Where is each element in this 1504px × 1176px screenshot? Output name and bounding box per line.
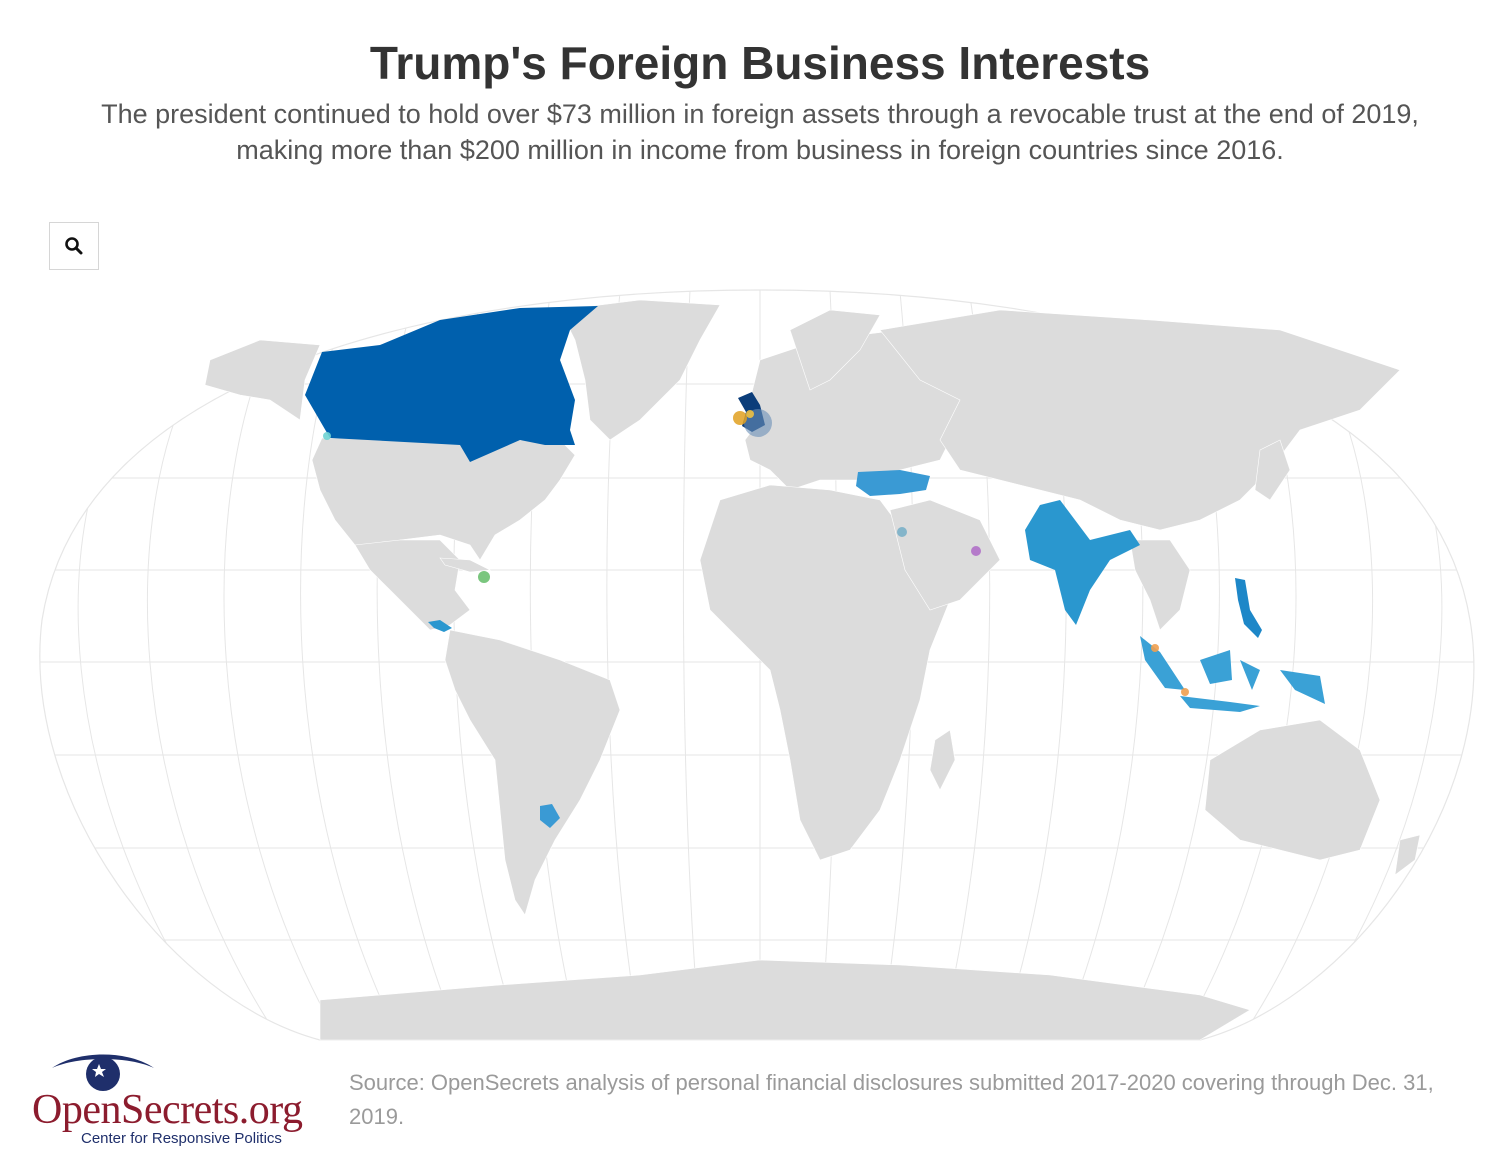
land-antarctica <box>319 959 1251 1041</box>
country-philippines <box>1235 578 1262 638</box>
land-new-zealand <box>1394 834 1421 876</box>
land-mexico <box>354 539 471 631</box>
country-panama <box>428 620 452 632</box>
country-turkey <box>856 470 930 496</box>
search-icon <box>65 237 83 255</box>
land-alaska <box>204 339 321 421</box>
land-arabia <box>889 499 1001 611</box>
marker-bali <box>1181 688 1189 696</box>
country-uruguay <box>540 804 560 828</box>
marker-vancouver <box>323 432 331 440</box>
marker-dominican-republic <box>478 571 490 583</box>
markers[interactable] <box>323 409 1189 696</box>
country-canada <box>305 306 598 462</box>
land <box>204 299 1421 1041</box>
world-map[interactable] <box>0 280 1504 1050</box>
country-india <box>1025 500 1140 625</box>
land-scandinavia <box>789 309 881 391</box>
land-australia <box>1204 719 1381 861</box>
marker-ireland <box>733 411 747 425</box>
map-title: Trump's Foreign Business Interests <box>369 37 1151 89</box>
logo-name: OpenSecrets.org <box>32 1087 303 1133</box>
eye-logo-icon <box>52 1054 154 1091</box>
land-asia <box>879 309 1401 531</box>
land-se-asia <box>1129 539 1191 631</box>
marker-scotland <box>746 410 754 418</box>
map-subtitle: The president continued to hold over $73… <box>101 99 1419 165</box>
logo-tagline: Center for Responsive Politics <box>81 1130 282 1147</box>
country-indonesia <box>1140 636 1325 712</box>
marker-israel <box>897 527 907 537</box>
opensecrets-logo[interactable]: OpenSecrets.org Center for Responsive Po… <box>28 1046 318 1156</box>
zoom-button[interactable] <box>49 222 99 270</box>
marker-sumatra <box>1151 644 1159 652</box>
land-caribbean <box>439 557 492 573</box>
land-greenland <box>559 299 721 441</box>
land-japan <box>1254 439 1291 501</box>
land-south-america <box>444 629 621 916</box>
land-madagascar <box>929 729 956 791</box>
land-usa <box>311 437 576 561</box>
marker-uae <box>971 546 981 556</box>
source-note: Source: OpenSecrets analysis of personal… <box>349 1070 1434 1129</box>
land-africa <box>699 484 951 861</box>
